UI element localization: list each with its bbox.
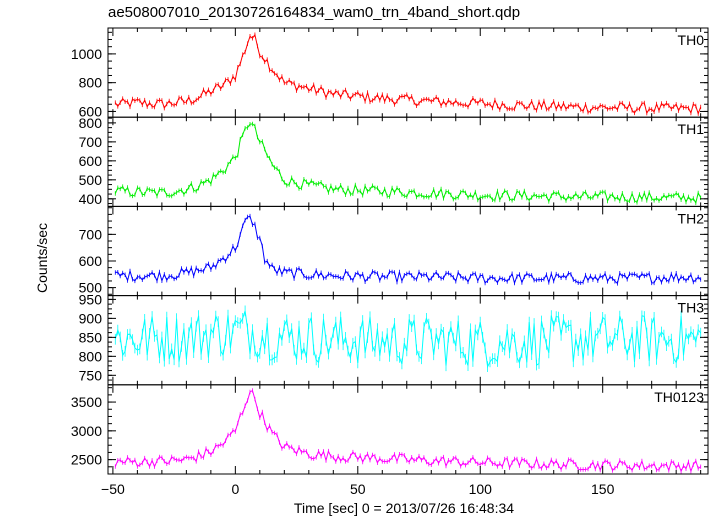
y-tick-label: 500 [79,280,103,296]
y-tick-label: 800 [79,348,103,364]
panel-label-th0: TH0 [678,32,705,48]
series-line-th0123 [114,389,701,473]
panel-frame [107,384,709,475]
panel-th3: 750 800 850 900 950 TH3 [79,291,709,386]
y-tick-label: 700 [79,134,103,150]
error-bars-th2 [114,213,702,286]
panel-th0123: 2500 3000 3500 TH0123 [71,384,709,475]
series-line-th3 [114,310,702,369]
x-tick-label: 50 [350,481,366,497]
y-tick-label: 2500 [71,452,102,468]
error-bars-th1 [114,121,702,206]
series-line-th2 [115,215,702,285]
chart-title: ae508007010_20130726164834_wam0_trn_4ban… [108,4,520,21]
y-tick-label: 800 [79,115,103,131]
panel-th2: 500 600 700 TH2 [79,205,709,297]
panel-label-th1: TH1 [678,121,705,137]
series-line-th0 [114,33,702,116]
x-tick-label: 150 [591,481,615,497]
x-tick-label: 100 [469,481,493,497]
y-tick-label: 600 [79,153,103,169]
y-tick-label: 700 [79,226,103,242]
x-axis-label: Time [sec] 0 = 2013/07/26 16:48:34 [294,500,514,516]
y-tick-label: 850 [79,329,103,345]
y-tick-label: 600 [79,253,103,269]
y-tick-label: 400 [79,191,103,207]
panel-label-th0123: TH0123 [654,389,704,405]
x-axis: −50 0 50 100 150 [101,481,615,497]
y-tick-label: 800 [79,75,103,91]
panel-label-th3: TH3 [678,300,705,316]
y-tick-label: 750 [79,367,103,383]
y-tick-label: 1000 [71,46,102,62]
y-tick-label: 600 [79,103,103,119]
panel-th1: 400 500 600 700 800 TH1 [79,115,709,207]
y-tick-label: 3500 [71,394,102,410]
y-tick-label: 3000 [71,423,102,439]
series-line-th1 [114,123,702,205]
y-tick-label: 500 [79,172,103,188]
panel-label-th2: TH2 [678,210,705,226]
x-tick-label: 0 [231,481,239,497]
error-bars-th0 [114,32,702,116]
x-tick-label: −50 [101,481,125,497]
y-tick-label: 950 [79,291,103,307]
y-axis-label: Counts/sec [34,223,50,293]
panel-frame [107,27,709,118]
panel-th0: 600 800 1000 TH0 [71,27,709,119]
y-tick-label: 900 [79,310,103,326]
